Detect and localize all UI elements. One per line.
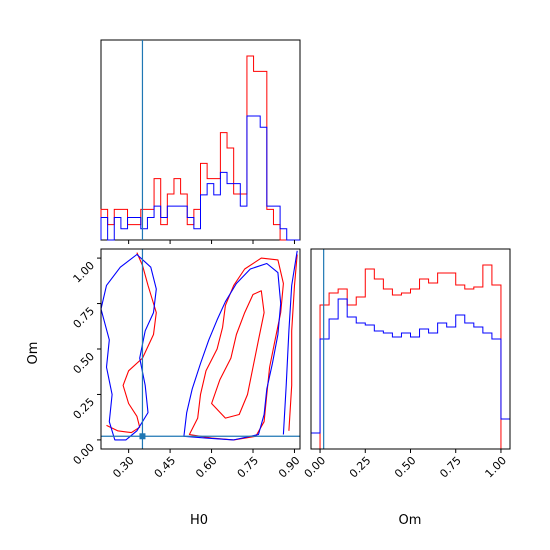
joint-ytick-label-2: 0.50 (71, 350, 98, 377)
x-axis-label-h0: H0 (190, 513, 208, 528)
h0-om-joint-panel: 0.30 0.45 0.60 0.75 0.90 0.00 0.25 0.50 0.75 1.00 (71, 248, 303, 481)
joint-xtick-label-0: 0.30 (110, 454, 137, 481)
om-hist-series-1 (310, 298, 511, 449)
joint-contour-s1-c2 (282, 250, 298, 435)
om-hist-series-0 (311, 264, 510, 450)
joint-xtick-label-1: 0.45 (152, 454, 179, 481)
joint-frame (100, 248, 301, 450)
x-axis-label-om: Om (399, 513, 422, 528)
h0-marginal-frame (100, 39, 301, 241)
om-xtick-label-4: 1.00 (483, 454, 510, 481)
joint-truth-marker (139, 433, 146, 440)
joint-contour-s0-c0 (106, 252, 157, 434)
joint-ytick-label-3: 0.75 (71, 304, 98, 331)
h0-hist-series-1 (100, 115, 300, 241)
joint-xtick-label-3: 0.75 (235, 454, 262, 481)
joint-plot-area (101, 249, 300, 449)
joint-contour-s0-c2 (211, 290, 265, 419)
joint-xtick-label-4: 0.90 (276, 454, 303, 481)
om-marginal-panel: 0.00 0.25 0.50 0.75 1.00 (302, 248, 511, 481)
h0-hist-series-0 (100, 55, 300, 241)
joint-contour-s0-c3 (288, 254, 298, 431)
om-xtick-label-1: 0.25 (347, 454, 374, 481)
h0-marginal-panel (100, 39, 301, 244)
om-xtick-label-3: 0.75 (437, 454, 464, 481)
y-axis-label-om: Om (26, 342, 41, 365)
om-xtick-label-0: 0.00 (302, 454, 329, 481)
om-xtick-label-2: 0.50 (392, 454, 419, 481)
joint-contour-s1-c0 (101, 253, 157, 441)
joint-ytick-label-0: 0.00 (71, 441, 98, 468)
joint-ytick-label-4: 1.00 (71, 259, 98, 286)
om-marginal-frame (310, 248, 511, 450)
joint-ytick-label-1: 0.25 (71, 395, 98, 422)
joint-contour-s0-c1 (188, 257, 284, 441)
joint-xtick-label-2: 0.60 (193, 454, 220, 481)
joint-contour-s1-c1 (183, 262, 282, 441)
